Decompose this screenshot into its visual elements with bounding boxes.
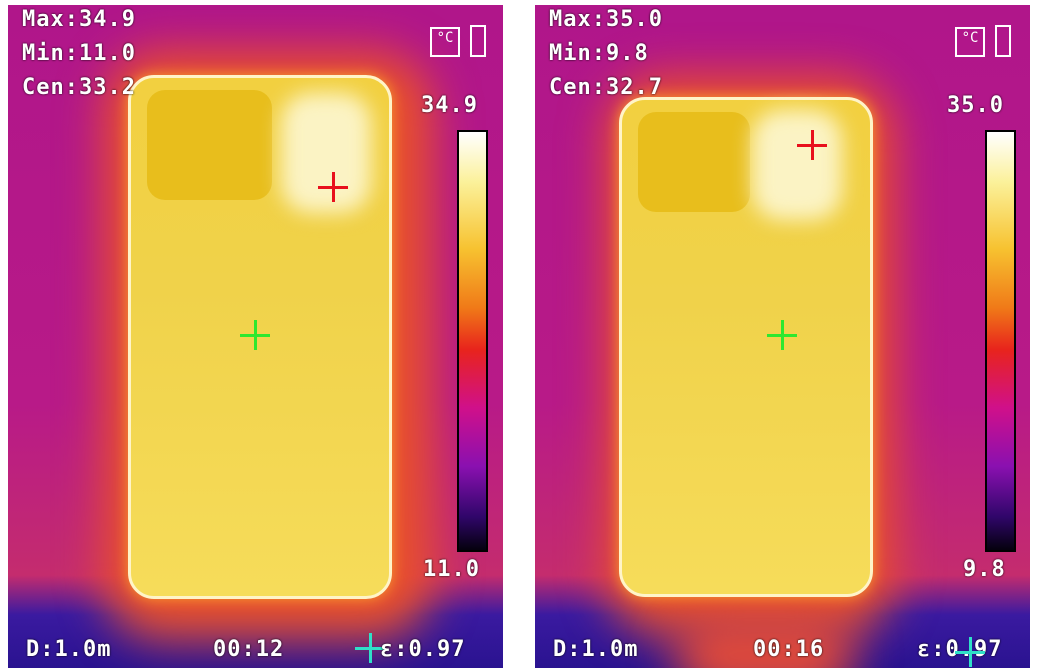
min-temp: Min:11.0 [22,41,136,66]
scale-min: 11.0 [423,557,480,582]
min-crosshair-icon [355,633,385,663]
timer: 00:16 [753,637,825,662]
center-temp: Cen:32.7 [549,75,663,100]
emissivity: ε:0.97 [380,637,466,662]
center-temp: Cen:33.2 [22,75,136,100]
phone-thermal-image [619,97,873,597]
scale-max: 35.0 [947,93,1004,118]
color-scale-bar [457,130,488,552]
color-scale-bar [985,130,1016,552]
timer: 00:12 [213,637,285,662]
battery-icon [995,25,1011,57]
center-crosshair-icon [767,320,797,350]
phone-thermal-image [128,75,392,599]
min-crosshair-icon [955,637,985,667]
max-crosshair-icon [318,172,348,202]
emissivity: ε:0.97 [917,637,1003,662]
max-temp: Max:35.0 [549,7,663,32]
distance: D:1.0m [26,637,112,662]
min-temp: Min:9.8 [549,41,649,66]
thermal-view-right: Max:35.0 Min:9.8 Cen:32.7 °C 35.0 9.8 D:… [535,5,1030,668]
celsius-unit-icon: °C [955,27,985,57]
distance: D:1.0m [553,637,639,662]
battery-icon [470,25,486,57]
max-temp: Max:34.9 [22,7,136,32]
thermal-view-left: Max:34.9 Min:11.0 Cen:33.2 °C 34.9 11.0 … [8,5,503,668]
center-crosshair-icon [240,320,270,350]
scale-max: 34.9 [421,93,478,118]
scale-min: 9.8 [963,557,1006,582]
max-crosshair-icon [797,130,827,160]
celsius-unit-icon: °C [430,27,460,57]
